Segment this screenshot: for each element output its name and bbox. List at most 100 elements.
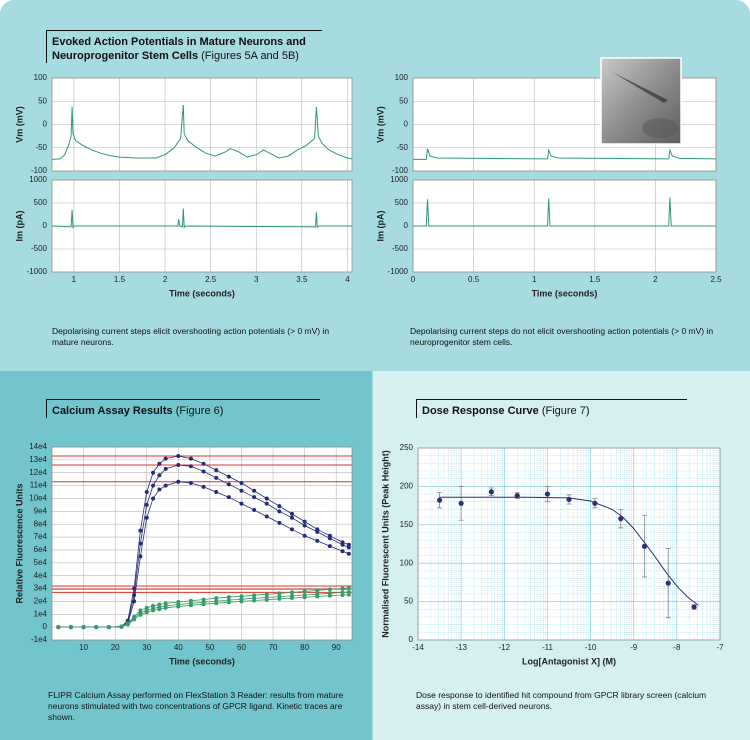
x-axis-label: Time (seconds) <box>169 656 235 666</box>
point <box>458 500 464 506</box>
point <box>68 625 73 630</box>
x-tick-label: -12 <box>499 643 511 652</box>
y-tick-label: 0 <box>409 635 414 644</box>
point <box>214 475 219 480</box>
point <box>151 608 156 613</box>
x-tick-label: 0 <box>411 275 416 284</box>
y-axis-label: Vm (mV) <box>375 106 385 143</box>
x-axis-label: Time (seconds) <box>169 288 235 298</box>
x-tick-label: 1.5 <box>114 275 126 284</box>
x-tick-label: 3 <box>254 275 259 284</box>
point <box>214 596 219 601</box>
point <box>151 483 156 488</box>
point <box>665 580 671 586</box>
x-tick-label: 80 <box>300 643 309 652</box>
x-axis-label: Time (seconds) <box>532 288 598 298</box>
y-tick-label: 150 <box>400 520 414 529</box>
point <box>340 592 345 597</box>
x-tick-label: -10 <box>585 643 597 652</box>
point <box>201 469 206 474</box>
x-tick-label: 40 <box>174 643 183 652</box>
y-axis-label: Vm (mV) <box>14 106 24 143</box>
figure-ref: (Figure 6) <box>175 405 224 417</box>
point <box>327 587 332 592</box>
point <box>226 482 231 487</box>
point <box>239 594 244 599</box>
y-tick-label: 7e4 <box>34 532 48 541</box>
point <box>119 624 124 629</box>
title-text: Dose Response Curve <box>422 405 539 417</box>
caption: FLIPR Calcium Assay performed on FlexSta… <box>48 690 344 722</box>
y-tick-label: 50 <box>399 96 408 105</box>
y-tick-label: 0 <box>404 221 409 230</box>
point <box>618 516 624 522</box>
x-tick-label: 2 <box>653 275 658 284</box>
plot-frame <box>51 179 353 273</box>
x-tick-label: 50 <box>205 643 214 652</box>
point <box>188 603 193 608</box>
y-tick-label: 100 <box>395 73 409 82</box>
trace <box>439 496 699 606</box>
point <box>691 604 697 610</box>
section-title: Dose Response Curve (Figure 7) <box>416 399 687 418</box>
point <box>346 551 351 556</box>
y-tick-label: 0 <box>404 120 409 129</box>
y-tick-label: 0 <box>43 120 48 129</box>
point <box>214 468 219 473</box>
x-tick-label: 90 <box>332 643 341 652</box>
point <box>327 544 332 549</box>
point <box>264 597 269 602</box>
y-tick-label: 12e4 <box>29 468 47 477</box>
point <box>226 600 231 605</box>
trace <box>51 104 353 160</box>
y-tick-label: -500 <box>392 244 409 253</box>
title-text: Calcium Assay Results <box>52 405 173 417</box>
section-title: Evoked Action Potentials in Mature Neuro… <box>46 30 322 63</box>
point <box>132 617 137 622</box>
point <box>264 592 269 597</box>
point <box>138 554 143 559</box>
point <box>176 463 181 468</box>
point <box>157 487 162 492</box>
x-tick-label: 1 <box>72 275 77 284</box>
point <box>302 589 307 594</box>
y-tick-label: -1000 <box>388 267 409 276</box>
y-tick-label: 5e4 <box>34 558 48 567</box>
point <box>201 484 206 489</box>
y-tick-label: 500 <box>34 198 48 207</box>
point <box>315 538 320 543</box>
x-tick-label: -13 <box>455 643 467 652</box>
point <box>138 541 143 546</box>
point <box>239 501 244 506</box>
point <box>151 470 156 475</box>
point <box>94 625 99 630</box>
point <box>436 497 443 503</box>
title-text: Evoked Action Potentials in Mature Neuro… <box>52 36 306 62</box>
y-tick-label: 100 <box>34 73 48 82</box>
point <box>290 515 294 520</box>
trace <box>58 594 349 628</box>
point <box>239 488 244 493</box>
point <box>239 481 244 486</box>
point <box>277 509 282 514</box>
y-tick-label: 50 <box>38 96 47 105</box>
x-tick-label: -9 <box>630 643 638 652</box>
y-tick-label: -50 <box>35 143 47 152</box>
x-tick-label: 3.5 <box>296 275 308 284</box>
y-tick-label: 10e4 <box>29 494 47 503</box>
y-tick-label: -1000 <box>27 267 48 276</box>
point <box>315 529 320 534</box>
y-tick-label: 100 <box>400 558 414 567</box>
y-tick-label: 6e4 <box>34 545 48 554</box>
point <box>252 508 257 513</box>
point <box>106 625 111 630</box>
point <box>176 454 181 459</box>
plot-area <box>52 447 352 640</box>
y-axis-label: Relative Fluorescence Units <box>14 483 24 603</box>
point <box>327 536 332 541</box>
trace <box>51 208 352 229</box>
y-tick-label: 500 <box>395 198 409 207</box>
point <box>302 519 307 524</box>
point <box>327 593 332 598</box>
